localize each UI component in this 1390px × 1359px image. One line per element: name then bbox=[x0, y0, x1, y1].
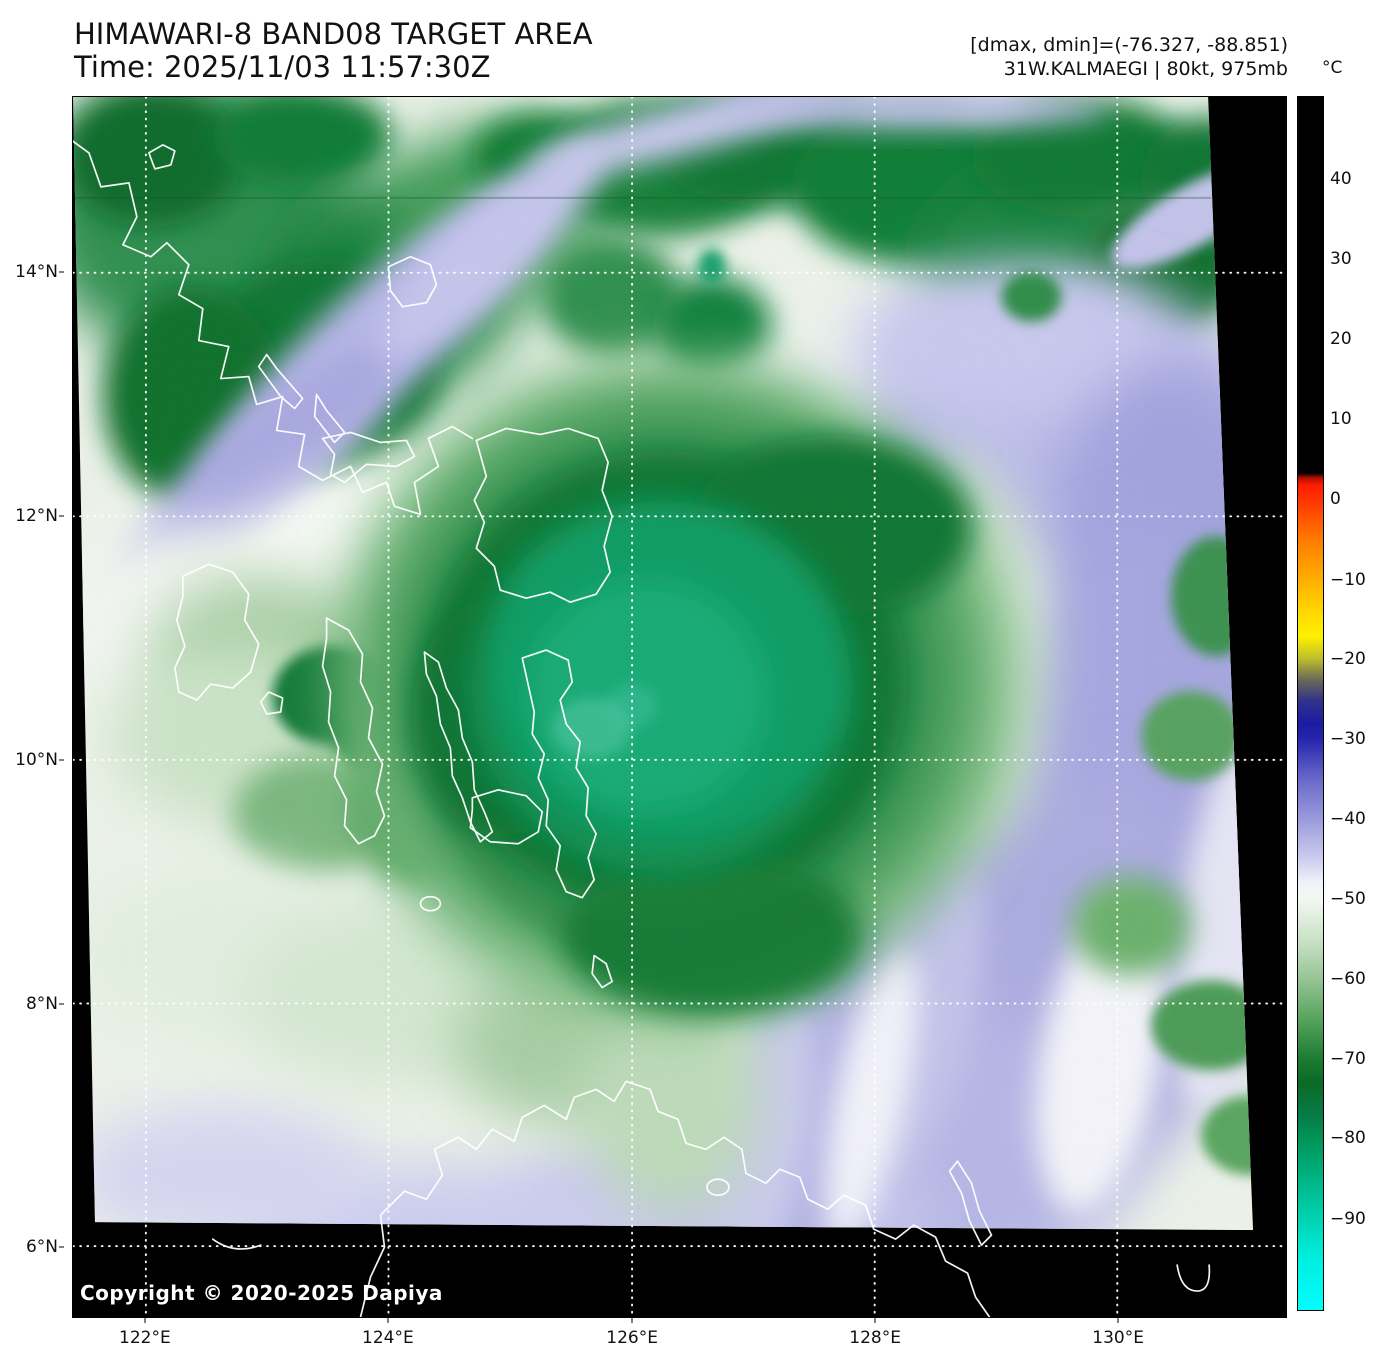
coastlines bbox=[73, 140, 1211, 1317]
colorbar-tick-label: −20 bbox=[1330, 648, 1366, 669]
coastline-panaon bbox=[591, 954, 613, 989]
coastline-siquijor bbox=[419, 895, 442, 912]
storm-info-readout: 31W.KALMAEGI | 80kt, 975mb bbox=[1003, 58, 1288, 80]
lon-tick-label: 122°E bbox=[119, 1328, 171, 1348]
satellite-map-axes bbox=[72, 96, 1287, 1318]
longitude-axis: 122°E 124°E 126°E 128°E 130°E bbox=[72, 1318, 1287, 1358]
lat-tick-mark bbox=[59, 759, 64, 761]
coastline-cebu bbox=[423, 651, 494, 843]
colorbar-tick-label: −90 bbox=[1330, 1208, 1366, 1229]
colorbar-tick-label: 0 bbox=[1330, 489, 1341, 510]
colorbar-tick-label: −80 bbox=[1330, 1128, 1366, 1149]
lat-tick-label: 14°N bbox=[15, 261, 58, 282]
lon-tick-mark bbox=[144, 1318, 146, 1323]
colorbar-tick-label: 40 bbox=[1330, 168, 1352, 189]
colorbar-tick-label: 10 bbox=[1330, 409, 1352, 430]
coastline-samar bbox=[473, 427, 613, 604]
dmax-dmin-readout: [dmax, dmin]=(-76.327, -88.851) bbox=[970, 34, 1288, 56]
lon-tick-label: 124°E bbox=[362, 1328, 414, 1348]
lon-tick-mark bbox=[387, 1318, 389, 1323]
coastline-masbate bbox=[321, 431, 416, 484]
coastline-fragment-southeast bbox=[1176, 1264, 1211, 1292]
colorbar-unit-label: °C bbox=[1322, 58, 1343, 78]
image-noise-texture bbox=[73, 97, 1254, 1231]
coastline-burias bbox=[257, 353, 304, 410]
coastline-guimaras bbox=[259, 691, 284, 715]
coastline-fragment-southwest bbox=[211, 1238, 262, 1250]
satellite-image-svg bbox=[73, 97, 1286, 1317]
coastline-bohol bbox=[469, 789, 544, 845]
lon-tick-label: 130°E bbox=[1092, 1328, 1144, 1348]
coastline-leyte bbox=[521, 649, 597, 899]
colorbar-tick-label: −10 bbox=[1330, 569, 1366, 590]
colorbar-tick-label: 20 bbox=[1330, 329, 1352, 349]
lon-tick-mark bbox=[874, 1318, 876, 1323]
copyright-watermark: Copyright © 2020-2025 Dapiya bbox=[80, 1281, 443, 1305]
coastline-negros bbox=[321, 617, 386, 845]
lat-tick-mark bbox=[59, 515, 64, 517]
lat-tick-label: 12°N bbox=[15, 506, 58, 527]
lon-tick-mark bbox=[1117, 1318, 1119, 1323]
temperature-colorbar bbox=[1297, 96, 1324, 1311]
figure-title: HIMAWARI-8 BAND08 TARGET AREA bbox=[74, 17, 593, 51]
satellite-imagery bbox=[73, 97, 1254, 1231]
lat-tick-mark bbox=[59, 1246, 64, 1248]
lon-tick-label: 128°E bbox=[849, 1328, 901, 1348]
lat-tick-mark bbox=[59, 1003, 64, 1005]
coastline-mindanao bbox=[359, 1080, 991, 1317]
coastline-ticao bbox=[313, 393, 346, 444]
colorbar-tick-labels: 40 30 20 10 0 −10 −20 −30 −40 −50 −60 −70 −80 −90 bbox=[1330, 96, 1390, 1311]
lat-tick-label: 10°N bbox=[15, 749, 58, 770]
coastline-catanduanes bbox=[387, 255, 438, 308]
lon-tick-label: 126°E bbox=[606, 1328, 658, 1348]
colorbar-tick-label: −70 bbox=[1330, 1049, 1366, 1070]
colorbar-tick-label: −60 bbox=[1330, 969, 1366, 990]
latitude-axis: 14°N 12°N 10°N 8°N 6°N bbox=[0, 96, 64, 1318]
colorbar-tick-label: −40 bbox=[1330, 808, 1366, 829]
coastline-camiguin bbox=[706, 1178, 730, 1197]
colorbar-tick-label: 30 bbox=[1330, 248, 1352, 269]
lat-tick-label: 8°N bbox=[25, 993, 58, 1014]
lon-tick-mark bbox=[631, 1318, 633, 1323]
coastline-dinagat bbox=[948, 1160, 993, 1246]
graticule-gridlines bbox=[73, 97, 1286, 1317]
coastline-luzon-bicol bbox=[73, 140, 474, 516]
figure-timestamp: Time: 2025/11/03 11:57:30Z bbox=[74, 50, 491, 84]
coastline-islet bbox=[148, 144, 176, 170]
colorbar-tick-label: −50 bbox=[1330, 889, 1366, 910]
coastline-panay bbox=[173, 563, 260, 701]
lat-tick-label: 6°N bbox=[25, 1237, 58, 1258]
lat-tick-mark bbox=[59, 271, 64, 273]
colorbar-tick-label: −30 bbox=[1330, 728, 1366, 749]
